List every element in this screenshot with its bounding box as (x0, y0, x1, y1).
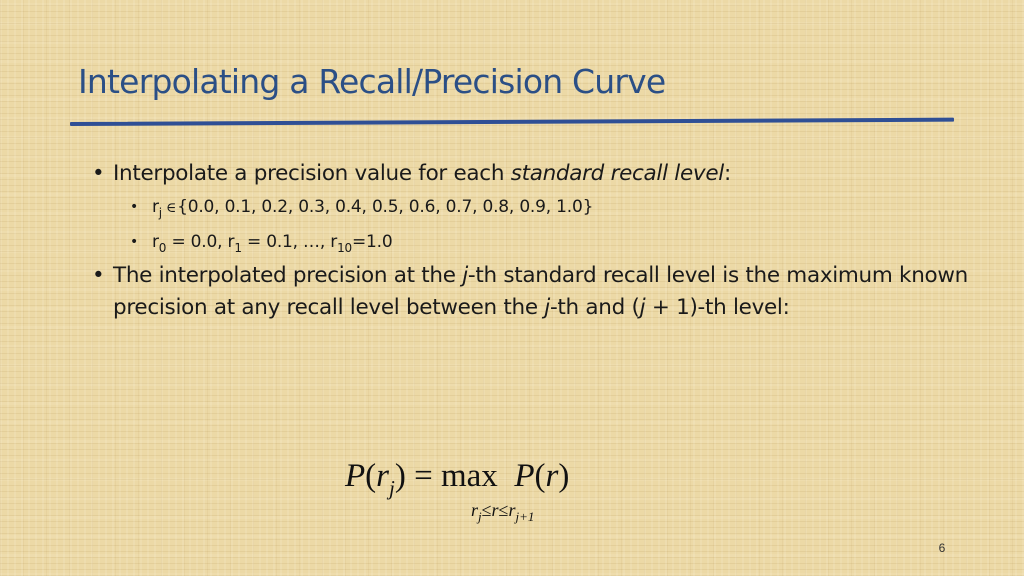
formula-max: max (440, 458, 498, 494)
recall-subscript: 10 (337, 241, 352, 255)
bullet-text-end: : (723, 161, 731, 186)
formula-subscript-j: j (389, 476, 395, 500)
bullet-emphasis: standard recall level (510, 161, 725, 186)
sub-bullet-marker: • (130, 199, 139, 215)
formula-p: P (345, 458, 366, 494)
sub-bullet-recall-values: • r0 = 0.0, r1 = 0.1, …, r10=1.0 (92, 225, 972, 260)
sub-bullet-marker: • (130, 234, 139, 250)
recall-symbol: r (152, 197, 159, 217)
recall-symbol: r (227, 232, 235, 252)
formula-paren: ) (394, 458, 406, 494)
interpolation-formula: P(rj) = max P(r) rj≤r≤rj+1 (345, 458, 665, 538)
recall-value-text: =1.0 (351, 232, 393, 252)
bullet-list: • Interpolate a precision value for each… (92, 158, 972, 324)
formula-paren: ) (558, 458, 570, 494)
sub-bullet-recall-set: • rj ∈{0.0, 0.1, 0.2, 0.3, 0.4, 0.5, 0.6,… (92, 190, 972, 225)
variable-j: j (544, 295, 550, 320)
recall-symbol: r (152, 232, 159, 252)
bullet-text: -th standard recall level is the maximum… (113, 263, 969, 320)
recall-subscript: 1 (234, 241, 242, 255)
formula-r: r (376, 458, 390, 494)
variable-j: j (462, 263, 468, 288)
recall-subscript: 0 (158, 241, 167, 255)
recall-value-text: = 0.0, (166, 232, 228, 252)
recall-value-text: = 0.1, …, (241, 232, 331, 252)
formula-equals: = (405, 458, 441, 494)
bullet-text: -th and ( (549, 295, 640, 320)
limit-r: r (471, 500, 479, 520)
recall-subscript: j (158, 206, 162, 220)
element-of-symbol: ∈ (165, 200, 177, 216)
bullet-marker: • (92, 263, 105, 288)
title-underline (69, 117, 954, 126)
limit-sub-j-plus-1: j+1 (515, 509, 535, 524)
formula-paren: ( (534, 458, 546, 494)
formula-main-line: P(rj) = max P(r) (345, 458, 570, 500)
bullet-interpolated-precision: • The interpolated precision at the j-th… (92, 260, 972, 324)
limit-r: r (491, 500, 499, 520)
limit-le: ≤ (498, 500, 509, 520)
bullet-text: Interpolate a precision value for each (113, 161, 511, 186)
formula-max-limits: rj≤r≤rj+1 (471, 500, 535, 524)
page-number: 6 (938, 541, 946, 555)
formula-paren: ( (365, 458, 377, 494)
recall-level-set: {0.0, 0.1, 0.2, 0.3, 0.4, 0.5, 0.6, 0.7,… (177, 197, 594, 217)
formula-p: P (514, 458, 535, 494)
variable-j: j (639, 295, 646, 320)
bullet-marker: • (92, 161, 105, 186)
limit-le: ≤ (481, 500, 492, 520)
bullet-interpolate: • Interpolate a precision value for each… (92, 158, 972, 190)
limit-r: r (508, 500, 516, 520)
formula-r: r (545, 458, 559, 494)
bullet-text: + 1)-th level: (645, 295, 790, 320)
recall-symbol: r (330, 232, 338, 252)
slide-title: Interpolating a Recall/Precision Curve (78, 62, 666, 101)
limit-sub-j: j (478, 509, 482, 524)
bullet-text: The interpolated precision at the (113, 263, 463, 288)
